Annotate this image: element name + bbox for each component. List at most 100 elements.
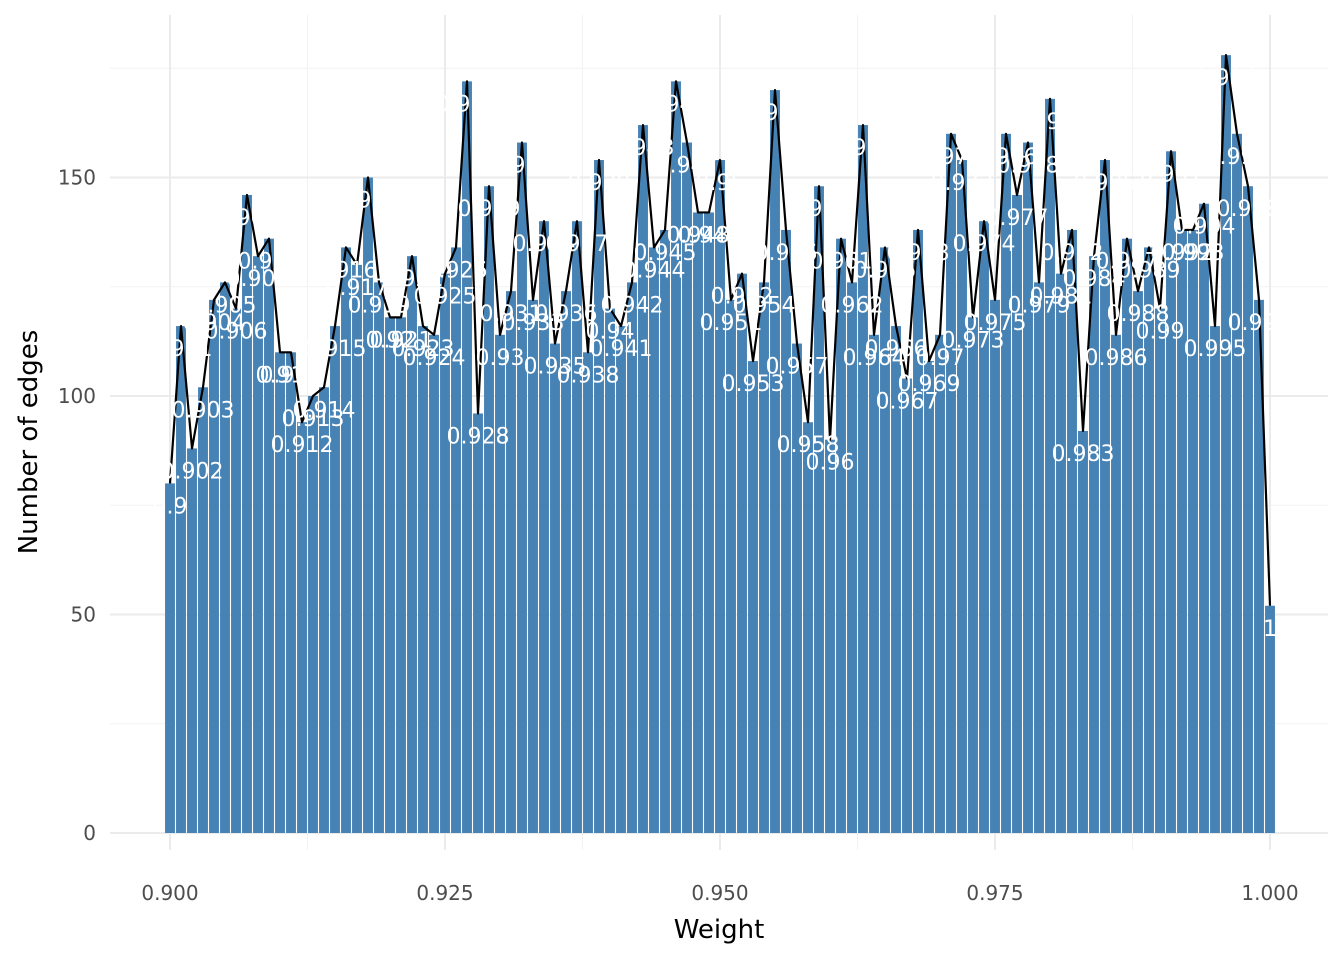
bar-18 (363, 177, 373, 833)
bar-25 (440, 273, 450, 833)
bar-label-84: 0.984 (1063, 267, 1126, 292)
bar-48 (693, 212, 703, 833)
bar-87 (1122, 238, 1132, 833)
bar-19 (374, 282, 384, 833)
bar-12 (297, 422, 307, 833)
bar-label-71: 0.971 (920, 145, 983, 170)
bar-label-26: 0.926 (425, 258, 488, 283)
bar-label-65: 0.965 (854, 258, 917, 283)
bar-label-50: 0.95 (696, 171, 745, 196)
bar-label-37: 0.937 (546, 232, 609, 257)
bar-label-54: 0.954 (733, 293, 796, 318)
y-tick-label-3: 150 (58, 166, 96, 190)
bar-label-33: 0.933 (502, 311, 565, 336)
bar-99 (1254, 299, 1264, 833)
bar-90 (1155, 308, 1165, 834)
bar-57 (792, 343, 802, 833)
bar-label-32: 0.932 (491, 154, 554, 179)
bar-98 (1243, 186, 1253, 834)
bar-label-49: 0.949 (678, 223, 741, 248)
bar-label-21: 0.921 (370, 328, 433, 353)
bar-35 (550, 343, 560, 833)
bar-label-77: 0.977 (986, 206, 1049, 231)
bar-55 (770, 90, 780, 834)
bar-34 (539, 221, 549, 833)
bar-label-91: 0.991 (1140, 162, 1203, 187)
bar-72 (957, 160, 967, 833)
bar-label-51: 0.951 (700, 311, 763, 336)
bar-100 (1265, 605, 1275, 833)
bar-label-81: 0.981 (1030, 285, 1093, 310)
bar-label-76: 0.976 (975, 145, 1038, 170)
bar-42 (627, 282, 637, 833)
bar-50 (715, 160, 725, 833)
bar-label-18: 0.918 (337, 189, 400, 214)
bar-71 (946, 133, 956, 834)
bar-59 (814, 186, 824, 834)
x-axis-ticks: 0.900 0.925 0.950 0.975 1.000 (141, 881, 1298, 905)
bar-label-48: 0.948 (667, 223, 730, 248)
bar-80 (1045, 98, 1055, 834)
bar-14 (319, 387, 329, 833)
bar-label-100: 1 (1263, 617, 1277, 642)
bar-44 (649, 247, 659, 834)
bar-label-14: 0.914 (293, 398, 356, 423)
bar-label-38: 0.938 (557, 363, 620, 388)
bar-label-73: 0.973 (942, 328, 1005, 353)
bar-label-15: 0.915 (304, 337, 367, 362)
bar-11 (286, 352, 296, 833)
bar-97 (1232, 133, 1242, 834)
bar-label-55: 0.955 (744, 101, 807, 126)
bar-17 (352, 264, 362, 833)
bar-label-66: 0.966 (865, 337, 928, 362)
bar-label-3: 0.903 (172, 398, 235, 423)
bar-label-64: 0.964 (843, 346, 906, 371)
bar-32 (517, 142, 527, 834)
bar-5 (220, 282, 230, 833)
bar-10 (275, 352, 285, 833)
bar-label-5: 0.905 (194, 293, 257, 318)
bar-label-9: 0.909 (238, 250, 301, 275)
y-tick-label-0: 0 (83, 821, 96, 845)
bar-37 (572, 221, 582, 833)
bar-label-78: 0.978 (997, 154, 1060, 179)
bar-75 (990, 299, 1000, 833)
bar-label-2: 0.902 (161, 459, 224, 484)
bar-label-16: 0.916 (315, 258, 378, 283)
bar-67 (902, 378, 912, 833)
bar-60 (825, 439, 835, 833)
bar-0 (165, 483, 175, 833)
bar-69 (924, 361, 934, 833)
bar-30 (495, 334, 505, 833)
bar-label-52: 0.952 (711, 285, 774, 310)
x-tick-label-3: 0.975 (966, 881, 1023, 905)
y-axis-title: Number of edges (14, 330, 44, 555)
bar-68 (913, 229, 923, 833)
bar-79 (1034, 282, 1044, 833)
bar-76 (1001, 133, 1011, 834)
bar-label-72: 0.972 (931, 171, 994, 196)
bar-label-80: 0.98 (1026, 110, 1075, 135)
bar-label-86: 0.986 (1085, 346, 1148, 371)
bar-label-1: 0.901 (150, 337, 213, 362)
bar-label-36: 0.936 (535, 302, 598, 327)
bar-label-69: 0.969 (898, 372, 961, 397)
bar-label-22: 0.922 (381, 267, 444, 292)
bar-26 (451, 247, 461, 834)
x-axis-title: Weight (674, 915, 765, 945)
bar-56 (781, 229, 791, 833)
bar-15 (330, 326, 340, 833)
bar-74 (979, 221, 989, 833)
bar-4 (209, 299, 219, 833)
bar-21 (396, 317, 406, 834)
bar-label-10: 0.91 (256, 363, 305, 388)
bar-27 (462, 81, 472, 834)
bar-28 (473, 413, 483, 833)
bar-91 (1166, 151, 1176, 833)
bar-label-99: 0.999 (1228, 311, 1291, 336)
bar-label-23: 0.923 (392, 337, 455, 362)
bar-label-46: 0.946 (645, 92, 708, 117)
bar-label-39: 0.939 (568, 171, 631, 196)
bar-83 (1078, 430, 1088, 833)
bar-label-24: 0.924 (403, 346, 466, 371)
